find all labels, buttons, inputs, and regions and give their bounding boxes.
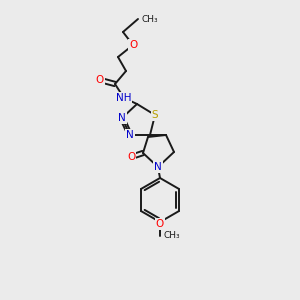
Text: O: O [129,40,137,50]
Text: O: O [156,219,164,229]
Text: CH₃: CH₃ [163,232,180,241]
Text: N: N [118,113,126,123]
Text: CH₃: CH₃ [142,14,159,23]
Text: O: O [127,152,135,162]
Text: N: N [126,130,134,140]
Text: NH: NH [116,93,132,103]
Text: O: O [96,75,104,85]
Text: N: N [154,162,162,172]
Text: S: S [152,110,158,120]
